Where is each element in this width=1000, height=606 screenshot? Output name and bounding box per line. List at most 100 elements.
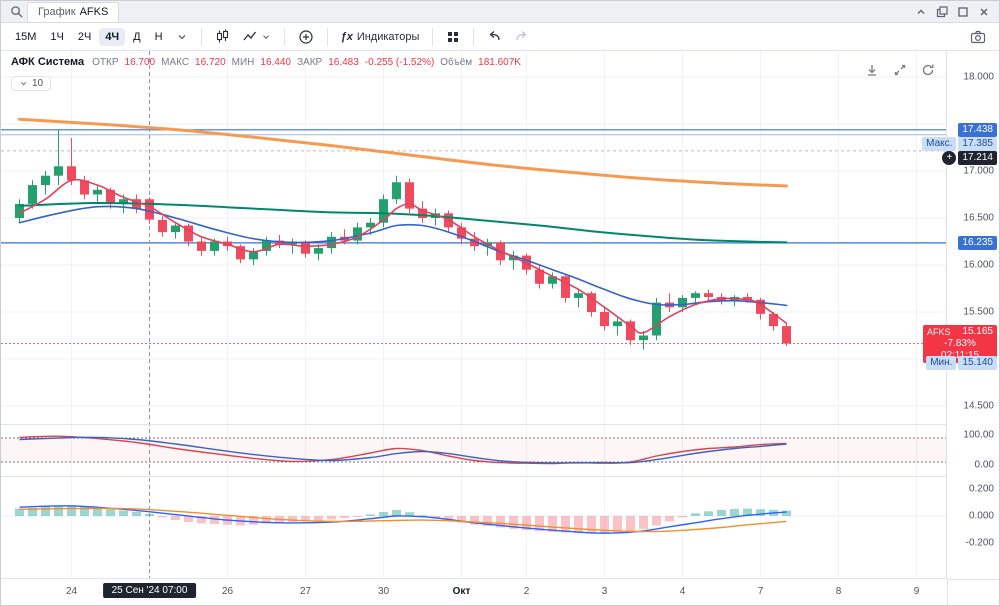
chevron-down-icon	[178, 34, 186, 39]
time-tick: 9	[913, 586, 920, 597]
toolbar-divider	[473, 27, 475, 46]
time-tick: Окт	[452, 586, 471, 597]
toolbar-divider	[283, 27, 285, 46]
price-level-badge[interactable]: 17.438	[958, 122, 997, 137]
popout-icon[interactable]	[933, 4, 951, 20]
change-value: -0.255 (-1.52%)	[364, 56, 435, 68]
ohlc-value: 16.700	[124, 56, 156, 68]
plus-circle-icon	[298, 29, 313, 44]
timeframe-Д[interactable]: Д	[127, 28, 146, 46]
layout-grid-button[interactable]	[441, 27, 465, 47]
chevron-down-icon	[20, 82, 27, 86]
reset-view-button[interactable]	[919, 61, 937, 79]
candlestick-icon	[216, 29, 228, 43]
toolbar-divider	[200, 27, 202, 46]
timeframe-4Ч[interactable]: 4Ч	[99, 27, 126, 46]
level-value: 17.214	[958, 150, 997, 165]
price-axis[interactable]: 18.000 17.000 16.500 16.000 15.500 14.500 100.…	[922, 51, 999, 579]
ma-red	[18, 178, 788, 334]
chart-canvas[interactable]	[1, 51, 947, 579]
chart-toolbar: 15М 1Ч 2Ч 4Ч Д Н ƒx Индикаторы	[1, 23, 999, 51]
maximize-icon[interactable]	[954, 4, 972, 20]
price-level-badge[interactable]: +17.214	[942, 150, 997, 165]
ohlc-value: 16.440	[260, 56, 291, 68]
time-tick: 30	[377, 586, 390, 597]
oscillator-tick: 0.00	[974, 459, 994, 471]
indicators-label: Индикаторы	[356, 30, 420, 43]
toolbar-divider	[326, 27, 328, 46]
time-tick: 27	[299, 586, 312, 597]
signal	[19, 507, 787, 533]
bar-countdown: 02:11:15	[923, 350, 997, 362]
chart-corner-tools	[863, 61, 937, 79]
time-tick: 24	[65, 586, 78, 597]
macd-tick: -0.200	[965, 537, 994, 549]
ohlc-values: ОТКР 16.700 МАКС 16.720 МИН 16.440 ЗАКР 16.483	[92, 57, 359, 68]
oscillator-tick: 100.00	[963, 429, 994, 441]
ohlc-value: 16.483	[328, 56, 359, 68]
min-prefix: Мин.	[926, 356, 957, 371]
undo-icon	[489, 31, 501, 41]
indicators-button[interactable]: ƒx Индикаторы	[336, 28, 425, 46]
screenshot-button[interactable]	[965, 27, 991, 47]
volume-value: 181.607K	[478, 56, 521, 68]
timeframe-15М[interactable]: 15М	[9, 28, 42, 46]
arrow-down-icon	[868, 65, 876, 76]
timeframe-group: 15М 1Ч 2Ч 4Ч Д Н	[9, 27, 169, 46]
symbol-name: АФК Система	[11, 56, 85, 68]
undo-button[interactable]	[482, 27, 507, 46]
close-icon[interactable]	[975, 4, 993, 20]
ma-blue	[18, 205, 788, 307]
chevron-down-icon	[262, 34, 269, 39]
fx-icon: ƒx	[340, 30, 353, 43]
ohlc-value: 16.720	[195, 56, 226, 68]
macd-tick: 0.200	[968, 483, 994, 495]
tab-prefix: График	[38, 6, 76, 18]
chart-workspace: АФК Система ОТКР 16.700 МАКС 16.720 МИН 16.44…	[1, 51, 999, 579]
price-level-badge[interactable]: 16.235	[958, 235, 997, 250]
titlebar: График AFKS	[1, 1, 999, 23]
ma-period: 10	[32, 78, 44, 89]
ma-slow	[18, 117, 788, 188]
collapse-panel-icon[interactable]	[912, 4, 930, 20]
min-value: 15.140	[958, 356, 997, 371]
timeframe-menu-button[interactable]	[171, 28, 193, 46]
price-tick: 15.500	[963, 306, 994, 318]
timeframe-Н[interactable]: Н	[149, 28, 169, 46]
crosshair-target-icon: +	[942, 150, 957, 165]
price-level-badge[interactable]: Макс. 17.385	[922, 136, 997, 151]
redo-button[interactable]	[509, 27, 534, 46]
ohlc-legend[interactable]: АФК Система ОТКР 16.700 МАКС 16.720 МИН 16.44…	[11, 56, 521, 68]
candlestick-style-button[interactable]	[210, 26, 235, 47]
timeframe-2Ч[interactable]: 2Ч	[72, 28, 97, 46]
volume-label: Объём	[440, 56, 473, 68]
compare-button[interactable]	[293, 26, 319, 48]
last-change-pct: -7.83%	[944, 338, 976, 350]
ma-legend-pill[interactable]: 10	[11, 76, 52, 91]
last-price: 15.165	[962, 326, 993, 338]
toolbar-divider	[432, 27, 434, 46]
ma-green	[18, 201, 788, 244]
scroll-to-recent-button[interactable]	[863, 61, 881, 79]
chart-area[interactable]: АФК Система ОТКР 16.700 МАКС 16.720 МИН 16.44…	[1, 51, 947, 579]
ohlc-label: ЗАКР	[296, 56, 323, 68]
reset-icon	[922, 64, 934, 76]
time-tick: 4	[679, 586, 686, 597]
expand-chart-button[interactable]	[891, 61, 909, 79]
price-tick: 16.000	[963, 259, 994, 271]
line-style-button[interactable]	[237, 26, 276, 47]
stoch-k	[19, 435, 787, 465]
candles	[15, 129, 791, 350]
chart-tab[interactable]: График AFKS	[27, 1, 120, 22]
level-prefix: Макс.	[922, 136, 957, 151]
time-axis[interactable]: 24 26 27 30 Окт 2 3 4 7 8 9 25 Сен '24 07:00	[1, 578, 947, 605]
time-tick: 26	[221, 586, 234, 597]
macd-tick: 0.000	[968, 510, 994, 522]
redo-icon	[516, 31, 527, 41]
search-icon[interactable]	[7, 4, 25, 20]
window-controls	[912, 4, 993, 20]
price-tick: 18.000	[963, 71, 994, 83]
timeframe-1Ч[interactable]: 1Ч	[44, 28, 69, 46]
level-value: 17.385	[958, 136, 997, 151]
time-tick: 2	[523, 586, 530, 597]
